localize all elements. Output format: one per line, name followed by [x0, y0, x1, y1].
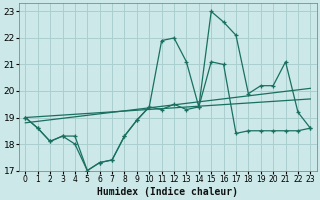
- X-axis label: Humidex (Indice chaleur): Humidex (Indice chaleur): [97, 186, 238, 197]
